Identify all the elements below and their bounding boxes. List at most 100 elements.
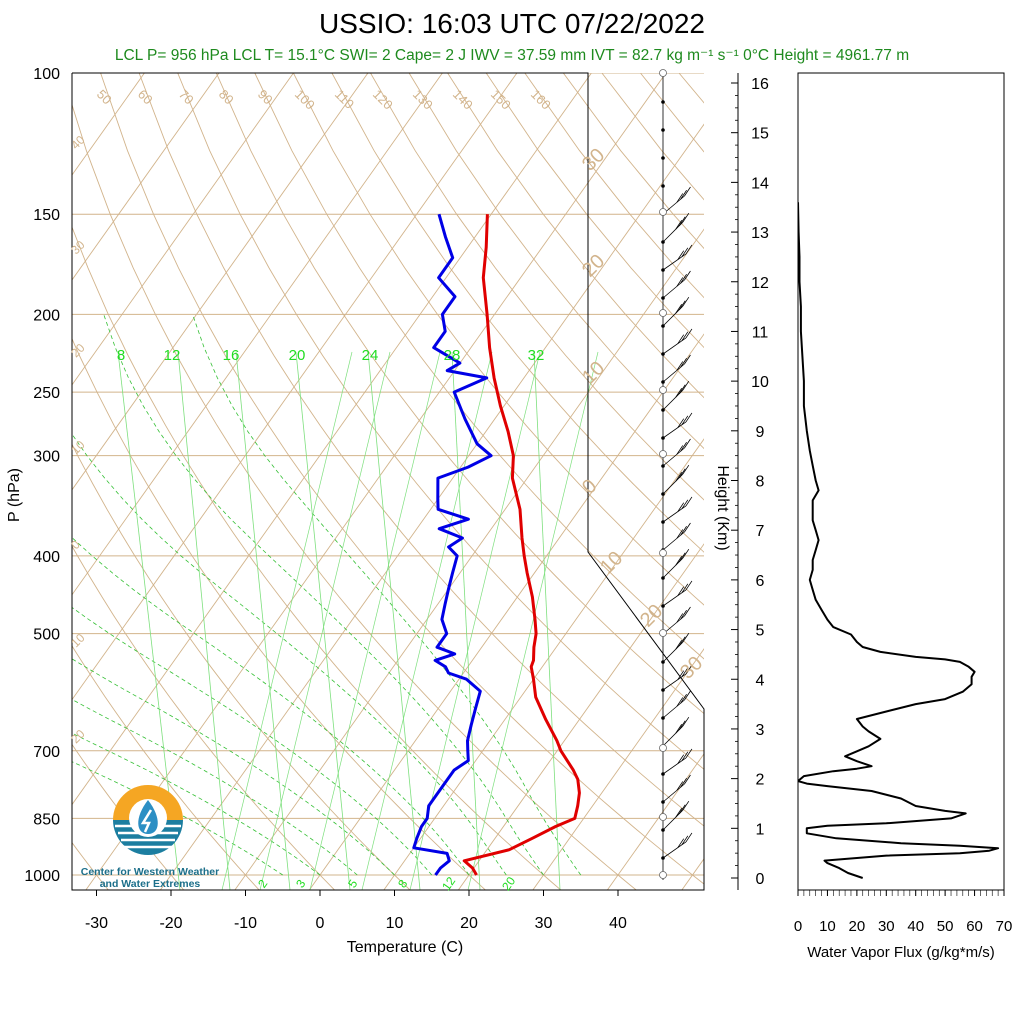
pressure-tick-label: 850 (33, 811, 60, 828)
wind-barb-feather (680, 357, 687, 368)
wind-calm-circle (659, 208, 667, 216)
wind-barb-feather (678, 636, 686, 646)
mixing-ratio-line (295, 351, 351, 890)
wind-barb-feather (681, 499, 689, 510)
wind-barb-feather (684, 438, 691, 449)
dry-adiabat-line (100, 73, 704, 885)
wind-barb-feather (681, 331, 689, 342)
wind-barb-feather (675, 472, 683, 482)
pressure-tick-label: 100 (33, 66, 60, 83)
wind-barb-feather (685, 496, 693, 507)
wind-barb-feather (685, 664, 693, 675)
height-tick-label: 1 (756, 821, 765, 838)
wind-barb-feather (680, 189, 687, 200)
wind-barb-feather (681, 667, 689, 678)
wind-barb-feather (680, 609, 687, 620)
wind-barb-feather (685, 328, 693, 339)
dry-adiabat-label: 80 (216, 87, 237, 108)
flux-tick-label: 0 (794, 918, 802, 935)
isotherm-line (308, 333, 704, 890)
isotherm-label: 30 (676, 652, 707, 683)
dry-adiabat-line (72, 225, 562, 890)
flux-tick-label: 50 (937, 918, 954, 935)
wind-dot (661, 156, 665, 160)
dry-adiabat-line (72, 645, 260, 890)
wind-dot (661, 100, 665, 104)
chart-subtitle: LCL P= 956 hPa LCL T= 15.1°C SWI= 2 Cape… (114, 47, 910, 64)
isotherm-line (72, 73, 443, 596)
wind-barb-feather (678, 468, 686, 478)
wind-barb-feather (676, 193, 684, 203)
y-axis-label: P (hPa) (6, 468, 23, 522)
dry-adiabat-label: 140 (450, 87, 476, 113)
dry-adiabat-line (72, 337, 487, 890)
wind-barb-feather (685, 580, 693, 591)
logo-text-line2: and Water Extremes (99, 878, 201, 890)
wind-barb-feather (684, 186, 691, 197)
wind-barb-feather (678, 216, 686, 226)
height-tick-label: 11 (752, 324, 769, 341)
isotherm-line (72, 73, 294, 386)
isotherm-line (72, 73, 592, 806)
x-tick-label: -20 (159, 915, 182, 932)
pressure-tick-label: 700 (33, 744, 60, 761)
wind-barb-feather (676, 445, 684, 455)
wind-barb-feather (682, 212, 690, 223)
dry-adiabat-label: 100 (292, 87, 318, 113)
wind-barb-feather (685, 748, 693, 759)
flux-tick-label: 60 (966, 918, 983, 935)
wind-barb-feather (676, 697, 684, 707)
wind-calm-circle (659, 309, 667, 317)
wind-calm-circle (659, 629, 667, 637)
isotherm-line (532, 648, 704, 890)
flux-axis-label: Water Vapor Flux (g/kg*m/s) (807, 944, 995, 961)
dry-adiabat-line (601, 73, 704, 201)
mixing-ratio-label: 8 (117, 347, 125, 364)
moist-adiabat-line (72, 606, 433, 876)
wind-barb-feather (685, 412, 693, 423)
wind-barb-feather (684, 606, 691, 617)
dry-adiabat-line (640, 73, 704, 153)
wind-barb-feather (684, 270, 691, 281)
dry-adiabat-line (408, 73, 704, 450)
background-lines (0, 63, 704, 895)
wind-barb-feather (678, 720, 686, 730)
wind-barb-feather (676, 361, 684, 371)
wind-calm-circle (659, 871, 667, 879)
wind-barb-feather (680, 693, 687, 704)
mixing-ratio-line (235, 351, 291, 890)
cw3e-logo (113, 785, 183, 855)
isotherm-label: 40 (68, 133, 88, 153)
isotherm-label: 30 (68, 238, 88, 258)
wind-barb-feather (675, 388, 683, 398)
isotherm-label: 20 (68, 341, 88, 361)
wind-barb-feather (680, 441, 687, 452)
wind-barb-feather (682, 632, 690, 643)
mixing-ratio-line (467, 351, 599, 890)
dry-adiabat-label: 90 (255, 87, 276, 108)
moist-adiabat-line (72, 433, 507, 876)
pressure-tick-label: 1000 (24, 868, 60, 885)
wind-barb-feather (685, 244, 693, 255)
wind-barb-feather (675, 724, 683, 734)
mixing-ratio-line (259, 351, 391, 890)
isotherm-label: 20 (578, 250, 609, 281)
height-tick-label: 3 (756, 722, 765, 739)
plot-frames (71, 72, 705, 891)
flux-tick-label: 20 (849, 918, 866, 935)
dry-adiabat-label: 60 (135, 87, 156, 108)
isotherm-line (0, 63, 3, 895)
wind-barb-feather (682, 380, 690, 391)
x-tick-label: -30 (85, 915, 108, 932)
isotherm-line (606, 753, 704, 890)
isotherm-line (159, 123, 704, 890)
dry-adiabat-line (524, 73, 704, 299)
x-tick-label: 30 (535, 915, 553, 932)
wind-dot (661, 128, 665, 132)
wind-barb-feather (684, 522, 691, 533)
isotherm-label: 20 (68, 727, 88, 747)
wind-barb-feather (675, 640, 683, 650)
wind-barb-feather (678, 804, 686, 814)
temperature-line (462, 214, 581, 876)
height-tick-label: 15 (751, 126, 769, 143)
